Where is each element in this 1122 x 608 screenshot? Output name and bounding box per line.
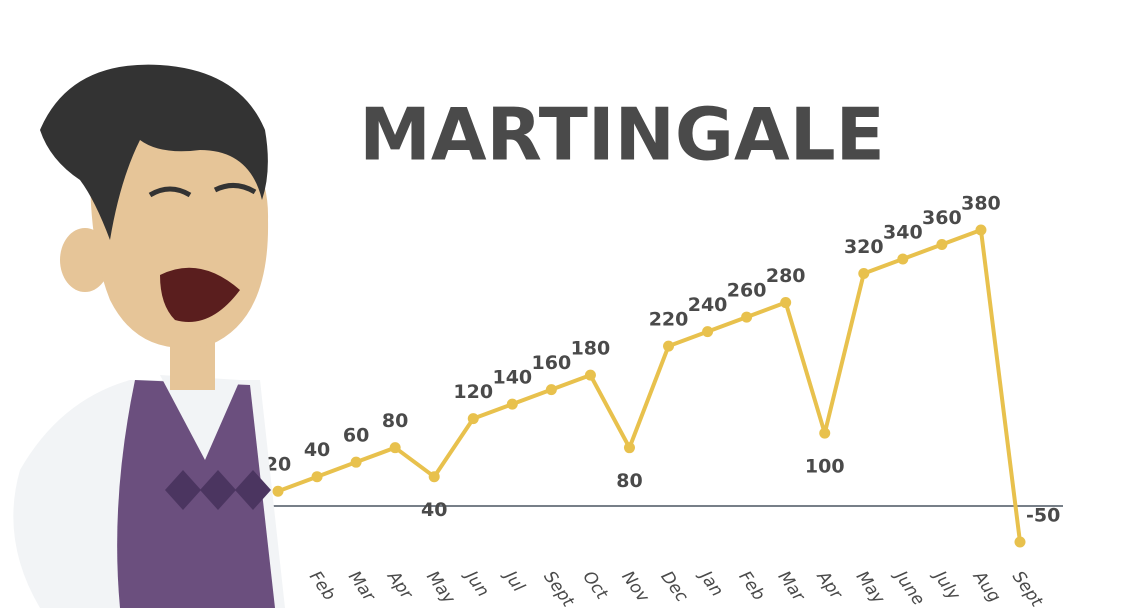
x-tick-label: Feb [305, 568, 339, 605]
data-label: 100 [805, 456, 845, 478]
point [311, 471, 323, 483]
point [975, 224, 987, 236]
x-tick-label: Sept [1008, 568, 1047, 608]
x-tick-label: Feb [735, 568, 769, 605]
x-tick-label: Aug [968, 567, 1004, 607]
data-label: 40 [421, 499, 447, 521]
x-tick-label: May [422, 568, 459, 608]
data-label: 40 [304, 439, 330, 461]
data-label: 80 [382, 410, 408, 432]
data-label: 340 [883, 222, 923, 244]
data-label: 120 [453, 381, 493, 403]
x-tick-label: Nov [617, 568, 653, 607]
line [277, 228, 1022, 543]
data-label: 260 [727, 280, 767, 302]
x-tick-label: Sept [539, 568, 578, 608]
point [584, 369, 596, 381]
chart-title: MARTINGALE [359, 93, 885, 177]
data-label: 140 [492, 367, 532, 389]
data-label: 180 [571, 338, 611, 360]
x-tick-label: Jan [694, 565, 727, 600]
point [1014, 536, 1026, 548]
x-tick-label: May [852, 568, 889, 608]
data-label: 80 [616, 470, 642, 492]
character-illustration [13, 64, 285, 608]
x-tick-label: Jul [499, 565, 529, 596]
point [545, 384, 557, 396]
point [936, 239, 948, 251]
point [623, 442, 635, 454]
x-tick-label: Oct [578, 568, 612, 605]
point [467, 413, 479, 425]
x-tick-label: Mar [774, 568, 809, 607]
data-label: 280 [766, 265, 806, 287]
point [858, 268, 870, 280]
point [428, 471, 440, 483]
x-tick-label: July [928, 565, 964, 605]
data-label: 20 [265, 454, 291, 476]
x-tick-label: Jun [459, 565, 492, 601]
point [272, 485, 284, 497]
point [506, 398, 518, 410]
x-tick-label: Mar [344, 568, 379, 607]
point [819, 427, 831, 439]
x-tick-label: Apr [383, 567, 417, 604]
point [780, 297, 792, 309]
x-tick-label: June [889, 565, 928, 608]
data-label: 240 [688, 294, 728, 316]
point [389, 442, 401, 454]
data-label: 60 [343, 425, 369, 447]
data-label: 220 [649, 309, 689, 331]
point [350, 456, 362, 468]
point [897, 253, 909, 265]
x-tick-label: Dec [656, 568, 692, 607]
data-label: 160 [532, 352, 572, 374]
data-label: 320 [844, 236, 884, 258]
data-label: 360 [922, 207, 962, 229]
point [663, 340, 675, 352]
x-tick-label: Apr [812, 567, 846, 604]
data-label: 380 [961, 193, 1001, 215]
data-label: -50 [1026, 505, 1060, 527]
point [741, 311, 753, 323]
point [702, 326, 714, 338]
